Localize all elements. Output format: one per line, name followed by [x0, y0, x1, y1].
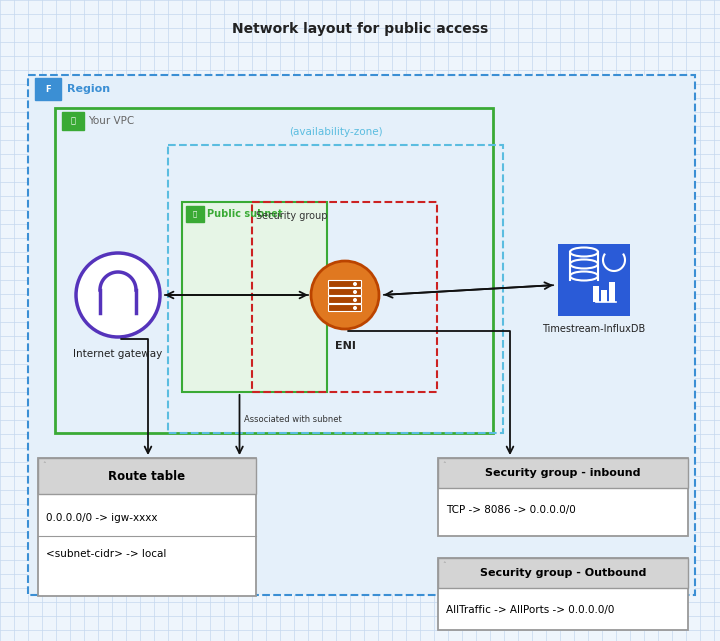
FancyBboxPatch shape	[28, 75, 695, 595]
Text: Associated with subnet: Associated with subnet	[245, 415, 342, 424]
FancyBboxPatch shape	[328, 281, 361, 288]
Text: TCP -> 8086 -> 0.0.0.0/0: TCP -> 8086 -> 0.0.0.0/0	[446, 505, 576, 515]
Text: ENI: ENI	[335, 341, 356, 351]
Circle shape	[311, 261, 379, 329]
FancyBboxPatch shape	[438, 458, 688, 536]
FancyBboxPatch shape	[38, 458, 256, 596]
Text: Security group: Security group	[256, 211, 328, 221]
FancyBboxPatch shape	[438, 558, 688, 588]
Text: F: F	[45, 85, 51, 94]
Text: ˆ: ˆ	[442, 462, 446, 468]
Text: Route table: Route table	[109, 469, 186, 483]
FancyBboxPatch shape	[328, 297, 361, 303]
Circle shape	[353, 306, 357, 310]
FancyBboxPatch shape	[38, 458, 256, 494]
Text: AllTraffic -> AllPorts -> 0.0.0.0/0: AllTraffic -> AllPorts -> 0.0.0.0/0	[446, 605, 614, 615]
Circle shape	[353, 282, 357, 286]
Text: ⚿: ⚿	[71, 117, 76, 126]
Text: ⚿: ⚿	[193, 211, 197, 217]
FancyBboxPatch shape	[62, 112, 84, 130]
Circle shape	[76, 253, 160, 337]
Text: ˆ: ˆ	[42, 462, 45, 468]
Text: Network layout for public access: Network layout for public access	[232, 22, 488, 36]
FancyBboxPatch shape	[609, 282, 615, 302]
Text: Your VPC: Your VPC	[88, 116, 134, 126]
Text: <subnet-cidr> -> local: <subnet-cidr> -> local	[46, 549, 166, 559]
Text: Internet gateway: Internet gateway	[73, 349, 163, 359]
FancyBboxPatch shape	[328, 288, 361, 296]
Text: Security group - inbound: Security group - inbound	[485, 468, 641, 478]
Text: 0.0.0.0/0 -> igw-xxxx: 0.0.0.0/0 -> igw-xxxx	[46, 513, 158, 523]
Text: Public subnet: Public subnet	[207, 209, 282, 219]
FancyBboxPatch shape	[438, 558, 688, 630]
Text: ˆ: ˆ	[442, 562, 446, 568]
Text: Region: Region	[67, 84, 110, 94]
FancyBboxPatch shape	[35, 78, 61, 100]
FancyBboxPatch shape	[328, 304, 361, 312]
FancyBboxPatch shape	[558, 244, 630, 316]
Text: Timestream-InfluxDB: Timestream-InfluxDB	[542, 324, 646, 334]
Circle shape	[353, 298, 357, 302]
FancyBboxPatch shape	[438, 458, 688, 488]
Text: Security group - Outbound: Security group - Outbound	[480, 568, 646, 578]
FancyBboxPatch shape	[182, 202, 327, 392]
Text: (availability-zone): (availability-zone)	[289, 127, 382, 137]
FancyBboxPatch shape	[186, 206, 204, 222]
FancyBboxPatch shape	[593, 286, 599, 302]
Circle shape	[353, 290, 357, 294]
FancyBboxPatch shape	[601, 290, 607, 302]
